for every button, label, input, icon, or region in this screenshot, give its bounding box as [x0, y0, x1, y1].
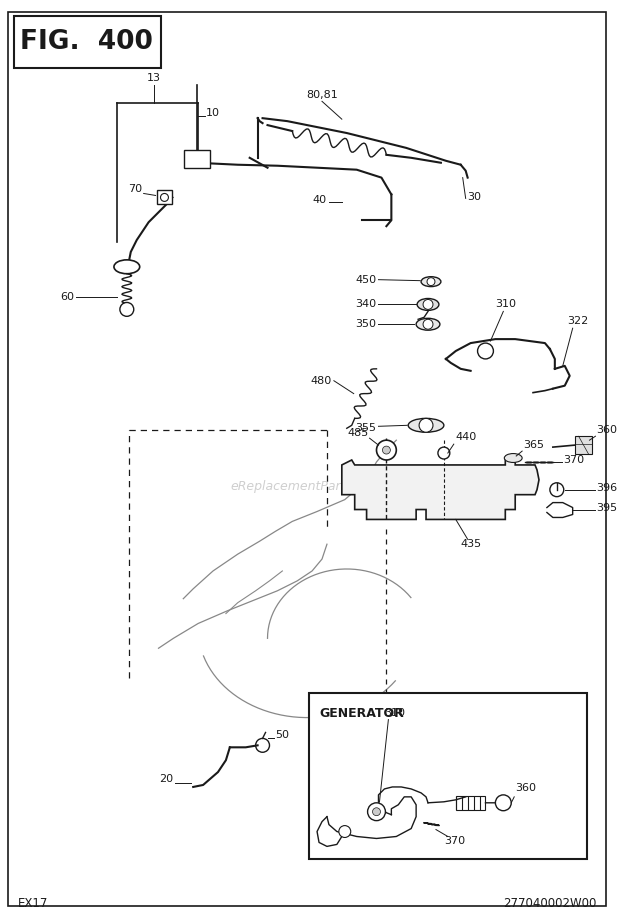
Text: 40: 40 [313, 196, 327, 206]
Text: 50: 50 [275, 731, 290, 741]
Circle shape [120, 302, 134, 317]
Text: 360: 360 [596, 425, 618, 435]
Text: 80,81: 80,81 [306, 90, 338, 100]
Circle shape [376, 440, 396, 460]
Text: 370: 370 [444, 836, 465, 846]
Text: 13: 13 [146, 73, 161, 84]
Bar [156, 191, 172, 205]
Bar [309, 693, 587, 859]
Bar [575, 436, 593, 454]
Polygon shape [342, 458, 539, 520]
Circle shape [438, 447, 450, 459]
Text: 360: 360 [515, 783, 536, 793]
Ellipse shape [408, 419, 444, 432]
Text: FIG.  400: FIG. 400 [20, 28, 153, 55]
Text: 450: 450 [355, 274, 376, 285]
Ellipse shape [114, 260, 140, 274]
Text: 70: 70 [128, 184, 143, 194]
Bar [184, 150, 210, 168]
Text: 365: 365 [523, 440, 544, 450]
Circle shape [550, 483, 564, 497]
Text: 20: 20 [159, 774, 174, 784]
Text: 322: 322 [567, 316, 588, 326]
Text: 310: 310 [495, 299, 516, 309]
Text: 10: 10 [206, 108, 220, 118]
Text: 396: 396 [596, 483, 618, 493]
Text: eReplacementParts.com: eReplacementParts.com [231, 480, 383, 493]
Text: EX17: EX17 [18, 898, 48, 911]
Ellipse shape [417, 298, 439, 310]
Circle shape [419, 419, 433, 432]
Circle shape [423, 299, 433, 309]
Text: 277040002W00: 277040002W00 [503, 898, 596, 911]
Bar [14, 17, 161, 68]
Ellipse shape [416, 319, 440, 330]
Text: 395: 395 [596, 502, 618, 512]
Text: 355: 355 [355, 423, 376, 433]
Text: 340: 340 [355, 299, 376, 309]
Circle shape [477, 343, 494, 359]
Ellipse shape [421, 276, 441, 286]
Circle shape [368, 803, 386, 821]
Circle shape [423, 319, 433, 330]
Text: GENERATOR: GENERATOR [319, 707, 404, 720]
Text: 440: 440 [456, 432, 477, 442]
Text: 30: 30 [467, 193, 482, 203]
Circle shape [427, 277, 435, 285]
Circle shape [339, 825, 351, 837]
Text: 350: 350 [355, 319, 376, 330]
Bar [456, 796, 485, 810]
Text: 480: 480 [311, 375, 332, 386]
Circle shape [495, 795, 512, 811]
Ellipse shape [504, 453, 522, 463]
Circle shape [383, 446, 391, 454]
Text: 435: 435 [461, 539, 482, 549]
Text: 310: 310 [384, 708, 405, 718]
Circle shape [373, 808, 381, 816]
Text: 485: 485 [347, 428, 368, 438]
Text: 370: 370 [563, 455, 584, 465]
Text: 60: 60 [60, 292, 74, 301]
